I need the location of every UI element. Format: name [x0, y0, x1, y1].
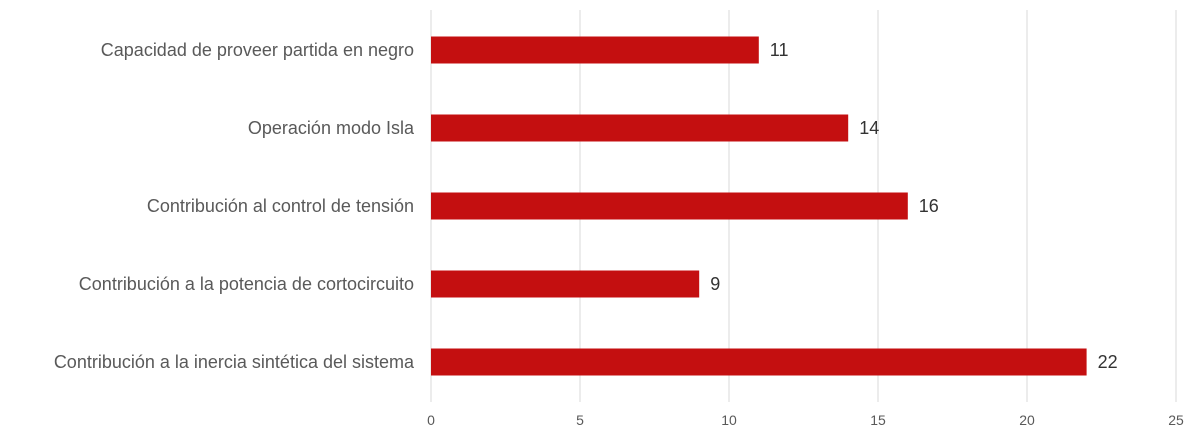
value-label-1: 11 — [770, 40, 789, 60]
x-tick-label-10: 10 — [721, 412, 737, 427]
x-axis-tick-labels: 0 5 10 15 20 25 — [427, 412, 1184, 427]
value-label-2: 14 — [859, 118, 879, 138]
x-tick-label-15: 15 — [870, 412, 886, 427]
bars — [431, 36, 1087, 376]
bar-2 — [431, 114, 849, 142]
category-labels: Capacidad de proveer partida en negro Ope… — [54, 40, 415, 372]
value-labels: 11 14 16 9 22 — [710, 40, 1117, 372]
category-label-1: Capacidad de proveer partida en negro — [101, 40, 414, 60]
x-tick-label-25: 25 — [1168, 412, 1184, 427]
category-label-3: Contribución al control de tensión — [147, 196, 414, 216]
category-label-4: Contribución a la potencia de cortocircu… — [79, 274, 414, 294]
value-label-5: 22 — [1098, 352, 1118, 372]
bar-4 — [431, 270, 700, 298]
category-label-5: Contribución a la inercia sintética del … — [54, 352, 415, 372]
category-label-2: Operación modo Isla — [248, 118, 415, 138]
x-tick-label-20: 20 — [1019, 412, 1035, 427]
value-label-3: 16 — [919, 196, 939, 216]
x-tick-label-0: 0 — [427, 412, 435, 427]
bar-5 — [431, 348, 1087, 376]
bar-3 — [431, 192, 908, 220]
value-label-4: 9 — [710, 274, 720, 294]
bar-1 — [431, 36, 759, 64]
x-tick-label-5: 5 — [576, 412, 584, 427]
